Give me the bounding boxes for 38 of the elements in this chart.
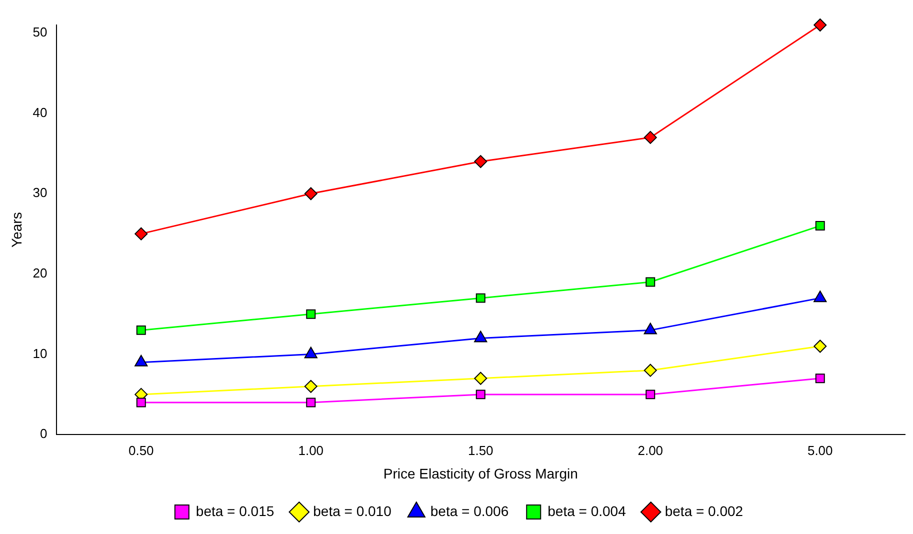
point — [644, 364, 657, 377]
point — [134, 227, 148, 240]
point — [646, 390, 656, 400]
y-tick-label: 40 — [32, 104, 48, 120]
legend-label: beta = 0.010 — [313, 502, 392, 519]
point — [815, 221, 825, 231]
x-tick-label: 2.00 — [638, 442, 664, 458]
y-tick-label: 50 — [32, 24, 48, 40]
y-tick-label: 30 — [32, 185, 48, 200]
legend-label: beta = 0.002 — [664, 502, 744, 519]
legend-label: beta = 0.006 — [430, 502, 509, 519]
point — [136, 398, 146, 408]
y-tick-label: 10 — [32, 346, 48, 361]
point — [136, 325, 146, 335]
point — [306, 398, 316, 408]
point — [474, 372, 488, 385]
point — [815, 374, 825, 384]
point — [304, 380, 318, 393]
legend-label: beta = 0.015 — [196, 502, 274, 519]
x-tick-label: 1.00 — [298, 442, 324, 458]
y-tick-label: 20 — [32, 266, 48, 281]
x-tick-label: 5.00 — [807, 442, 833, 458]
point — [474, 155, 488, 168]
point — [644, 130, 657, 144]
y-tick-label: 0 — [40, 426, 48, 442]
point — [304, 187, 318, 200]
point — [476, 390, 486, 400]
legend-label: beta = 0.004 — [548, 502, 626, 519]
x-tick-label: 0.50 — [128, 442, 154, 458]
point — [814, 18, 827, 32]
x-axis-title: Price Elasticity of Gross Margin — [383, 465, 578, 482]
point — [476, 293, 486, 303]
point — [814, 290, 827, 302]
point — [646, 277, 656, 287]
x-tick-label: 1.50 — [468, 442, 494, 458]
point — [306, 309, 316, 319]
point — [814, 340, 827, 353]
y-axis-title: Years — [8, 212, 24, 248]
